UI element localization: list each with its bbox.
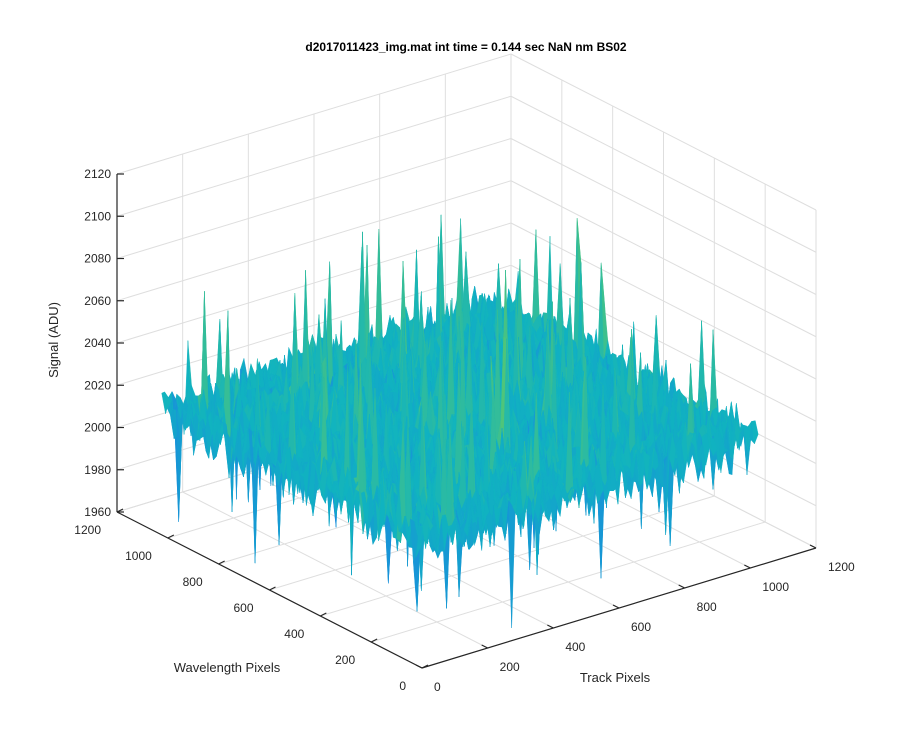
y-tick-mark <box>218 560 225 565</box>
back-wall-gridline-z <box>116 95 512 217</box>
side-wall-gridline-z <box>510 53 817 211</box>
back-wall-gridline-z <box>116 53 512 175</box>
x-tick-mark <box>547 624 554 629</box>
back-wall-gridline-z <box>116 264 512 386</box>
y-tick-mark <box>167 534 175 539</box>
back-wall-gridline-z <box>116 180 512 302</box>
x-tick-mark <box>481 644 488 649</box>
surface-plot <box>161 214 759 629</box>
y-tick-mark <box>320 612 327 617</box>
chart-title: d2017011423_img.mat int time = 0.144 sec… <box>305 40 627 54</box>
floor-gridline-y <box>320 495 715 617</box>
x-tick-mark <box>809 544 817 549</box>
y-tick-mark <box>370 638 378 643</box>
back-wall-gridline-z <box>116 138 512 259</box>
y-tick-mark <box>116 508 124 513</box>
y-tick-mark <box>269 586 276 591</box>
side-wall-gridline-z <box>510 180 817 338</box>
x-tick-mark <box>415 664 423 669</box>
axes <box>116 173 817 669</box>
x-tick-mark <box>678 584 685 589</box>
y-tick-mark <box>421 664 429 669</box>
side-wall-gridline-z <box>510 222 817 380</box>
side-wall-gridline-z <box>510 95 817 253</box>
side-wall-gridline-z <box>510 264 817 422</box>
back-wall-gridline-z <box>116 222 512 344</box>
side-wall-gridline-z <box>510 138 817 295</box>
x-tick-mark <box>612 604 620 609</box>
floor-gridline-y <box>371 521 766 643</box>
x-tick-mark <box>744 564 751 569</box>
